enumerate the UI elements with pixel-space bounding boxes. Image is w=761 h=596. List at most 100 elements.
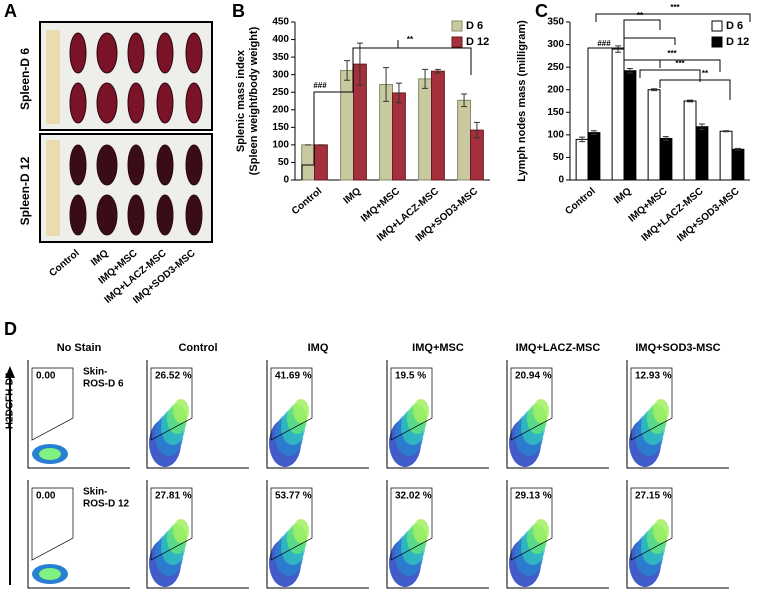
percent-label: 19.5 % [395, 371, 426, 382]
significance-bracket [595, 13, 751, 22]
spleen [69, 144, 87, 186]
error-bar [615, 45, 622, 53]
error-bar [698, 123, 705, 130]
bar [611, 48, 625, 181]
legend-swatch [711, 36, 723, 48]
cell-cloud [173, 399, 189, 423]
percent-label: 0.00 [36, 491, 56, 502]
significance-label: ** [637, 11, 644, 20]
bar [695, 126, 709, 181]
x-label: Control [47, 248, 81, 279]
error-bar [734, 147, 741, 151]
panel-letter: A [4, 1, 17, 21]
bar [340, 69, 355, 181]
spleen [156, 194, 174, 236]
bar [457, 99, 472, 181]
error-bar [356, 42, 363, 86]
spleen [156, 82, 174, 124]
significance-bracket [301, 80, 354, 180]
gate [510, 367, 553, 441]
error-bar [434, 68, 441, 74]
bar [575, 138, 589, 181]
significance-bracket [352, 40, 472, 80]
y-tick-label: 250 [547, 62, 564, 73]
error-bar [473, 121, 480, 139]
row-label: Spleen-D 6 [18, 48, 32, 110]
gate [630, 487, 673, 561]
plot-axes [266, 480, 369, 589]
y-axis-label: Splenic mass index [235, 49, 247, 152]
significance-label: *** [667, 49, 677, 58]
plot-axes [386, 360, 489, 469]
plot-axes [386, 480, 489, 589]
error-bar [687, 99, 694, 103]
gate [270, 487, 313, 561]
bar [392, 92, 406, 181]
percent-label: 53.77 % [275, 491, 312, 502]
y-tick-label: 200 [272, 104, 289, 115]
photo-frame [39, 21, 213, 131]
plot-axes [27, 360, 130, 469]
legend-label: D 12 [466, 36, 489, 48]
x-tick-label: IMQ+SOD3-MSC [675, 186, 741, 244]
column-header: Control [178, 342, 217, 354]
column-header: IMQ [308, 342, 329, 354]
percent-label: 12.93 % [635, 371, 672, 382]
ruler [46, 140, 60, 236]
y-tick-label: 250 [272, 87, 289, 98]
bar [431, 70, 445, 181]
bar [418, 78, 433, 181]
plot-axes [626, 480, 729, 589]
percent-label: 27.15 % [635, 491, 672, 502]
y-tick-label: 0 [283, 175, 289, 186]
spleen [96, 82, 118, 124]
error-bar [422, 68, 429, 89]
bar [659, 137, 673, 181]
percent-label: 41.69 % [275, 371, 312, 382]
photo-frame [39, 133, 213, 243]
spleens [69, 32, 203, 236]
error-bar [383, 67, 390, 102]
column-header: No Stain [57, 342, 102, 354]
gate [150, 487, 193, 561]
y-tick-label: 200 [547, 84, 564, 95]
bar [683, 100, 697, 181]
bar [587, 132, 601, 181]
cell-cloud [413, 519, 429, 543]
ruler [46, 30, 60, 124]
significance-label: ** [702, 69, 709, 78]
cell-cloud [173, 519, 189, 543]
plot-axes [146, 480, 249, 589]
bar [719, 130, 733, 181]
cell-cloud [293, 519, 309, 543]
cell-cloud [293, 399, 309, 423]
error-bar [461, 93, 468, 108]
spleen [185, 144, 203, 186]
bar [301, 144, 316, 181]
y-tick-label: 100 [547, 129, 564, 140]
gate [510, 487, 553, 561]
significance-label: ### [597, 39, 611, 48]
cell-cloud [533, 399, 549, 423]
row-label: ROS-D 12 [83, 499, 130, 510]
y-tick-label: 100 [272, 140, 289, 151]
legend-swatch [451, 20, 463, 32]
y-axis-label: H2DCFH-DA [5, 371, 16, 429]
plot-axes [146, 360, 249, 469]
x-tick-label: IMQ+LACZ-MSC [640, 186, 706, 244]
legend-label: D 6 [466, 20, 483, 32]
x-tick-label: IMQ [612, 186, 634, 207]
percent-label: 27.81 % [155, 491, 192, 502]
significance-bracket [639, 69, 701, 82]
error-bar [723, 130, 730, 133]
bar [731, 148, 745, 181]
cell-cloud [653, 519, 669, 543]
spleen [127, 144, 145, 186]
spleen [96, 32, 118, 74]
gate [31, 487, 74, 561]
cell-cloud [413, 399, 429, 423]
gate [390, 487, 433, 561]
bar [314, 144, 328, 181]
significance-label: *** [675, 59, 685, 68]
spleen [69, 32, 87, 74]
